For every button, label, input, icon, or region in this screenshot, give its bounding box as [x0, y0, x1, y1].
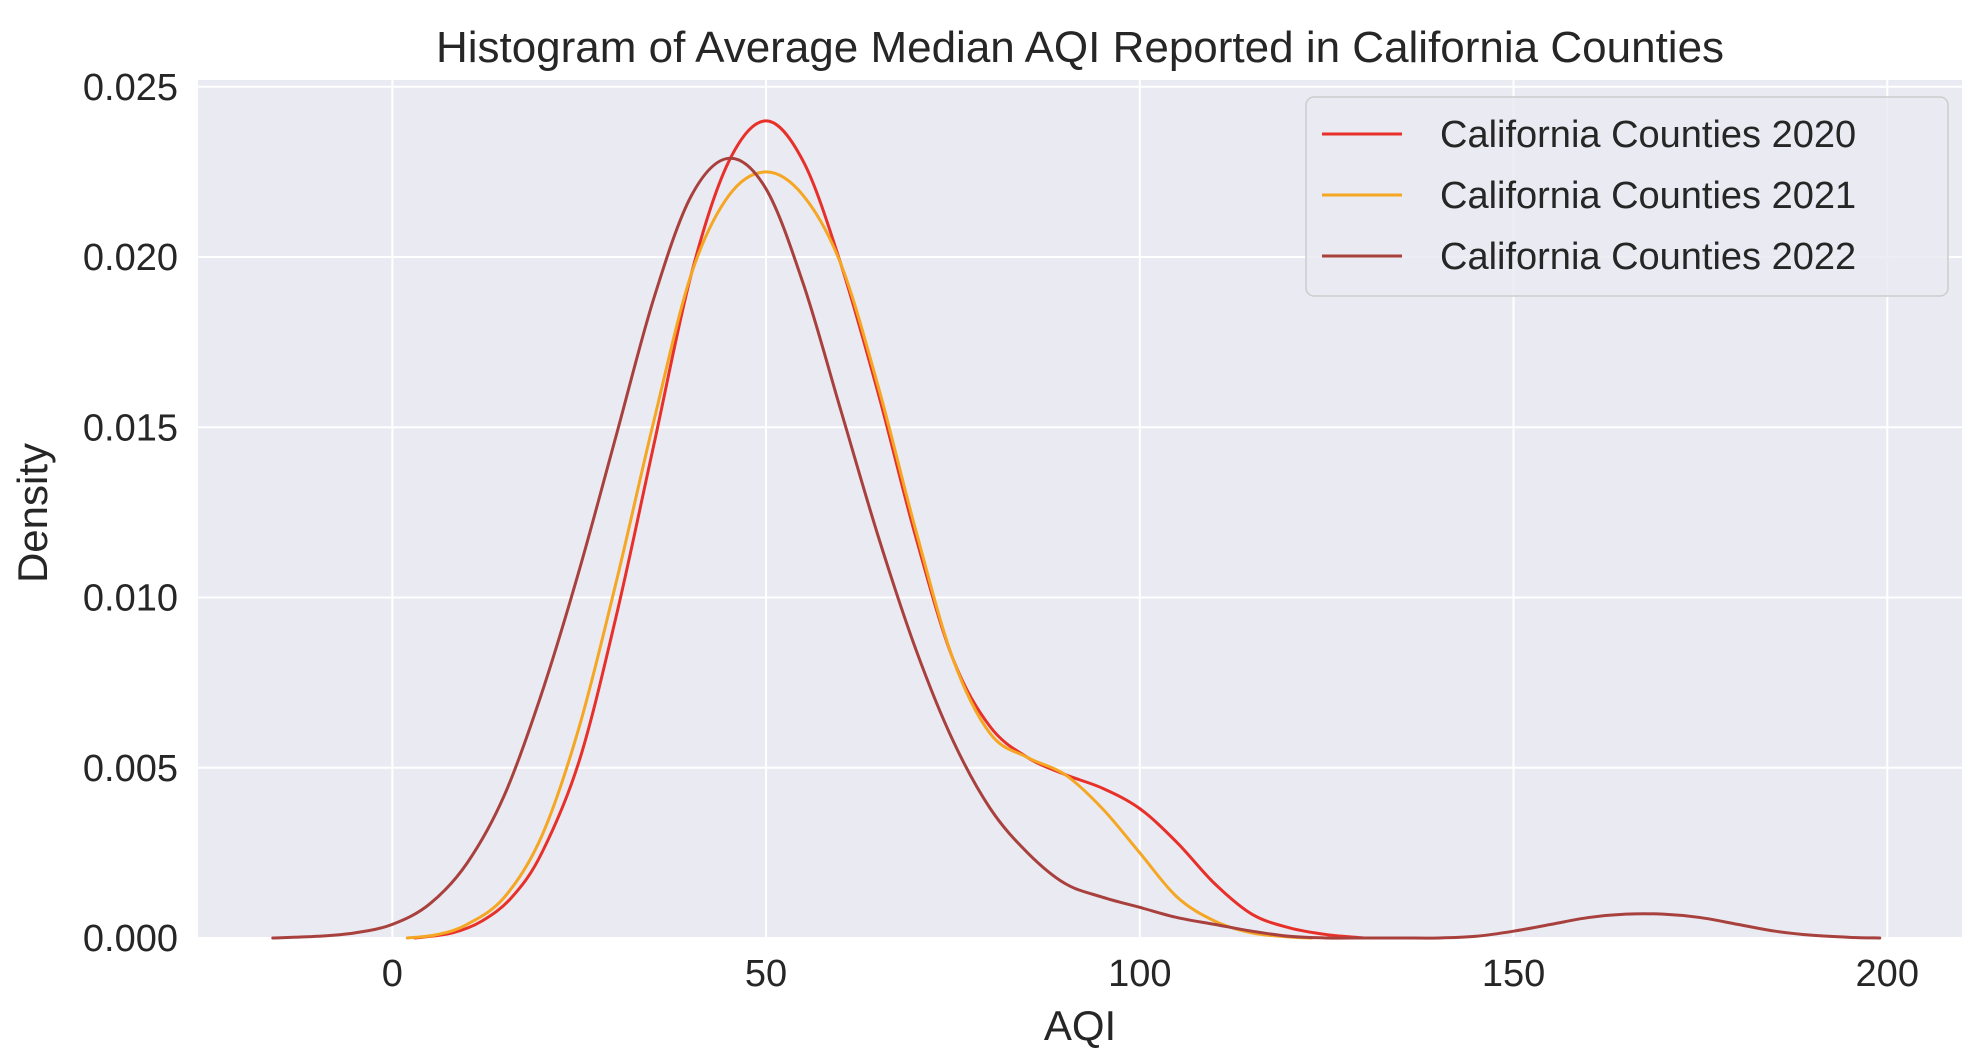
legend-box [1305, 96, 1949, 297]
y-tick-label: 0.010 [83, 578, 178, 620]
y-tick-label: 0.020 [83, 237, 178, 279]
y-tick-label: 0.005 [83, 748, 178, 790]
x-axis-label: AQI [1044, 1002, 1116, 1049]
x-tick-label: 100 [1108, 953, 1171, 995]
y-axis-label: Density [9, 443, 56, 583]
chart-title: Histogram of Average Median AQI Reported… [436, 23, 1724, 72]
x-tick-label: 50 [745, 953, 787, 995]
x-tick-label: 150 [1482, 953, 1545, 995]
legend-items: California Counties 2020 California Count… [1322, 114, 1856, 278]
legend-label-2: California Counties 2021 [1440, 175, 1856, 217]
y-tick-label: 0.025 [83, 67, 178, 109]
y-tick-labels: 0.000 0.005 0.010 0.015 0.020 0.025 [83, 67, 178, 960]
y-tick-label: 0.015 [83, 407, 178, 449]
x-tick-label: 200 [1856, 953, 1919, 995]
series-line-3 [271, 156, 1882, 940]
x-tick-label: 0 [382, 953, 403, 995]
legend: California Counties 2020 California Count… [1305, 96, 1949, 297]
y-tick-label: 0.000 [83, 918, 178, 960]
legend-label-1: California Counties 2020 [1440, 114, 1856, 156]
x-tick-labels: 0 50 100 150 200 [382, 953, 1919, 995]
series-line-2 [405, 170, 1314, 940]
series-layer [271, 119, 1882, 940]
legend-label-3: California Counties 2022 [1440, 236, 1856, 278]
